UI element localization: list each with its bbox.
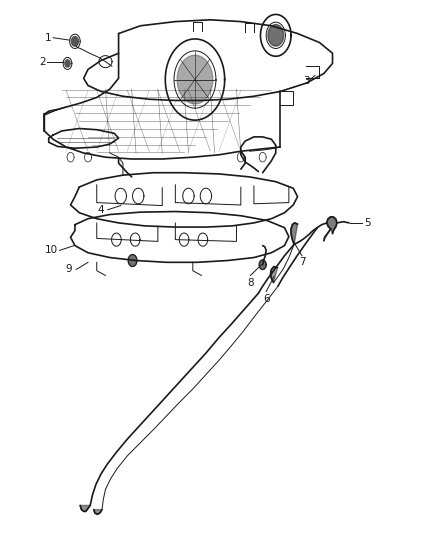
Polygon shape: [94, 510, 102, 514]
Text: 4: 4: [98, 205, 104, 215]
Text: 6: 6: [263, 294, 269, 304]
Polygon shape: [271, 266, 278, 282]
Text: 1: 1: [45, 33, 51, 43]
Polygon shape: [128, 255, 137, 266]
Text: 3: 3: [303, 76, 310, 86]
Polygon shape: [80, 505, 90, 511]
Text: 5: 5: [364, 218, 371, 228]
Polygon shape: [71, 37, 78, 46]
Polygon shape: [65, 60, 70, 67]
Text: 9: 9: [65, 264, 72, 274]
Polygon shape: [259, 260, 266, 270]
Text: 10: 10: [44, 245, 57, 255]
Text: 2: 2: [39, 56, 46, 67]
Polygon shape: [268, 25, 284, 46]
Polygon shape: [291, 223, 297, 245]
Polygon shape: [324, 229, 331, 241]
Text: 7: 7: [299, 257, 305, 268]
Polygon shape: [327, 217, 337, 233]
Polygon shape: [177, 55, 213, 104]
Text: 8: 8: [247, 278, 254, 288]
